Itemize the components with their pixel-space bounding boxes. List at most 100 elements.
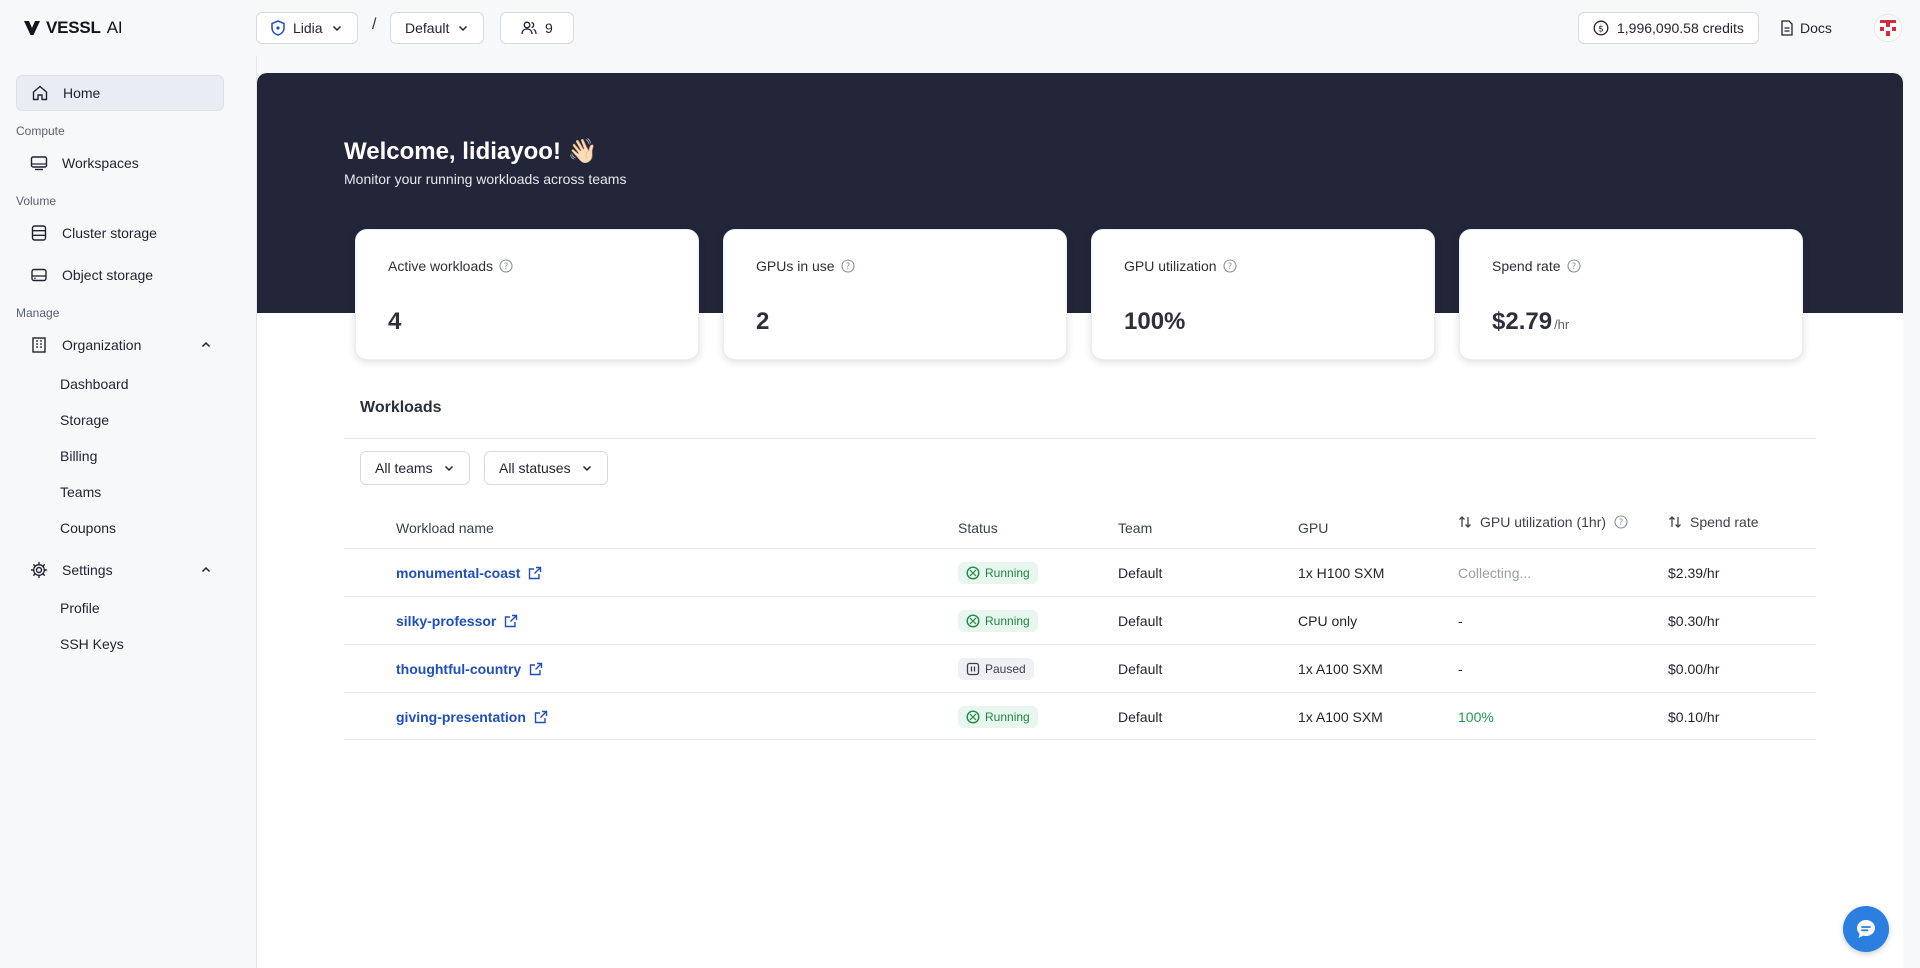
- gpu-utilization-cell: -: [1458, 613, 1463, 629]
- running-icon: [966, 566, 980, 580]
- filter-statuses-dropdown[interactable]: All statuses: [484, 451, 608, 485]
- external-link-icon: [505, 614, 518, 628]
- sidebar-item-ssh-keys[interactable]: SSH Keys: [60, 636, 124, 652]
- stat-value-number: $2.79: [1492, 308, 1553, 335]
- table-row[interactable]: silky-professor Running Default CPU only…: [344, 596, 1816, 644]
- stat-card-gpu-utilization: GPU utilization ? 100%: [1091, 229, 1435, 360]
- help-circle-icon[interactable]: ?: [499, 259, 513, 273]
- spend-rate-cell: $2.39/hr: [1668, 565, 1720, 581]
- sidebar-item-dashboard[interactable]: Dashboard: [60, 376, 129, 392]
- external-link-icon: [534, 710, 548, 724]
- gpu-utilization-cell: 100%: [1458, 709, 1494, 725]
- divider: [344, 438, 1816, 439]
- workload-link[interactable]: giving-presentation: [396, 709, 548, 725]
- stat-card-gpus-in-use: GPUs in use ? 2: [723, 229, 1067, 360]
- chevron-up-icon[interactable]: [200, 564, 212, 576]
- column-header-gpu: GPU: [1298, 520, 1329, 536]
- team-cell: Default: [1118, 613, 1163, 629]
- team-cell: Default: [1118, 661, 1163, 677]
- status-cell: Running: [958, 693, 1038, 741]
- external-link-icon: [529, 662, 543, 676]
- stat-label: Spend rate ?: [1492, 258, 1581, 274]
- credits-button[interactable]: $ 1,996,090.58 credits: [1578, 12, 1759, 44]
- sidebar-item-billing[interactable]: Billing: [60, 448, 98, 464]
- members-count: 9: [545, 20, 553, 36]
- document-icon: [1781, 20, 1793, 36]
- stat-value-unit: /hr: [1554, 317, 1570, 332]
- status-cell: Running: [958, 597, 1038, 645]
- building-icon: [32, 337, 46, 353]
- svg-text:?: ?: [845, 262, 850, 272]
- docs-link[interactable]: Docs: [1780, 12, 1832, 44]
- welcome-subtitle: Monitor your running workloads across te…: [344, 171, 627, 187]
- sidebar-item-organization[interactable]: Organization: [16, 327, 224, 363]
- column-header-gpu-utilization[interactable]: GPU utilization (1hr) ?: [1458, 514, 1628, 530]
- status-text: Running: [985, 710, 1030, 724]
- stat-label-text: Active workloads: [388, 258, 494, 274]
- stat-value: $2.79/hr: [1492, 308, 1569, 336]
- sidebar-item-label: Object storage: [62, 267, 154, 283]
- hard-drive-icon: [31, 268, 47, 282]
- status-badge: Running: [958, 562, 1038, 584]
- chevron-up-icon[interactable]: [200, 339, 212, 351]
- help-circle-icon[interactable]: ?: [1614, 515, 1628, 529]
- chat-support-button[interactable]: [1843, 906, 1889, 952]
- help-circle-icon[interactable]: ?: [1223, 259, 1237, 273]
- team-cell: Default: [1118, 709, 1163, 725]
- status-text: Running: [985, 614, 1030, 628]
- sidebar-item-label: Home: [63, 85, 101, 101]
- sidebar-item-label: Cluster storage: [62, 225, 157, 241]
- running-icon: [966, 710, 980, 724]
- team-selector[interactable]: Default: [390, 12, 485, 44]
- stat-label: GPU utilization ?: [1124, 258, 1237, 274]
- section-label-compute: Compute: [16, 124, 65, 138]
- workload-link[interactable]: silky-professor: [396, 613, 518, 629]
- sidebar: Home Compute Workspaces Volume Cluster s…: [0, 56, 257, 968]
- pause-icon: [966, 662, 980, 676]
- sort-icon: [1669, 516, 1681, 528]
- org-selector[interactable]: Lidia: [256, 12, 358, 44]
- spend-rate-cell: $0.30/hr: [1668, 613, 1720, 629]
- table-row[interactable]: giving-presentation Running Default 1x A…: [344, 692, 1816, 740]
- spend-rate-cell: $0.10/hr: [1668, 709, 1720, 725]
- sidebar-item-settings[interactable]: Settings: [16, 552, 224, 588]
- monitor-icon: [30, 156, 48, 171]
- sidebar-item-object-storage[interactable]: Object storage: [16, 257, 224, 293]
- vessl-logo[interactable]: VESSL AI: [24, 16, 123, 40]
- stat-value: 100%: [1124, 308, 1186, 335]
- stat-label-text: GPU utilization: [1124, 258, 1217, 274]
- workload-name: silky-professor: [396, 613, 497, 629]
- workloads-title: Workloads: [360, 399, 442, 416]
- sidebar-item-teams[interactable]: Teams: [60, 484, 102, 500]
- spend-rate-cell: $0.00/hr: [1668, 661, 1720, 677]
- table-row[interactable]: monumental-coast Running Default 1x H100…: [344, 548, 1816, 596]
- welcome-heading: Welcome, lidiayoo! 👋🏻: [344, 138, 598, 165]
- gpu-cell: CPU only: [1298, 613, 1358, 629]
- database-icon: [31, 225, 47, 241]
- members-button[interactable]: 9: [500, 12, 574, 44]
- svg-text:$: $: [1598, 25, 1604, 35]
- table-row[interactable]: thoughtful-country Paused Default 1x A10…: [344, 644, 1816, 692]
- top-bar: VESSL AI Lidia / Default 9 $ 1,996,090.58…: [0, 0, 1920, 56]
- status-badge: Running: [958, 610, 1038, 632]
- sidebar-item-workspaces[interactable]: Workspaces: [16, 145, 224, 181]
- stat-label-text: GPUs in use: [756, 258, 835, 274]
- sidebar-item-storage[interactable]: Storage: [60, 412, 110, 428]
- dollar-circle-icon: $: [1593, 20, 1609, 36]
- workload-link[interactable]: monumental-coast: [396, 565, 542, 581]
- user-avatar[interactable]: [1874, 14, 1902, 42]
- sidebar-item-home[interactable]: Home: [16, 75, 224, 111]
- team-cell: Default: [1118, 565, 1163, 581]
- team-name: Default: [405, 20, 450, 36]
- sidebar-item-cluster-storage[interactable]: Cluster storage: [16, 215, 224, 251]
- column-header-spend-rate[interactable]: Spend rate: [1668, 514, 1759, 530]
- help-circle-icon[interactable]: ?: [841, 259, 855, 273]
- section-label-manage: Manage: [16, 306, 60, 320]
- sidebar-item-coupons[interactable]: Coupons: [60, 520, 117, 536]
- help-circle-icon[interactable]: ?: [1566, 259, 1581, 273]
- filter-teams-dropdown[interactable]: All teams: [360, 451, 470, 485]
- status-badge: Paused: [958, 658, 1034, 680]
- workload-link[interactable]: thoughtful-country: [396, 661, 543, 677]
- sidebar-item-profile[interactable]: Profile: [60, 600, 100, 616]
- gear-icon: [30, 561, 48, 579]
